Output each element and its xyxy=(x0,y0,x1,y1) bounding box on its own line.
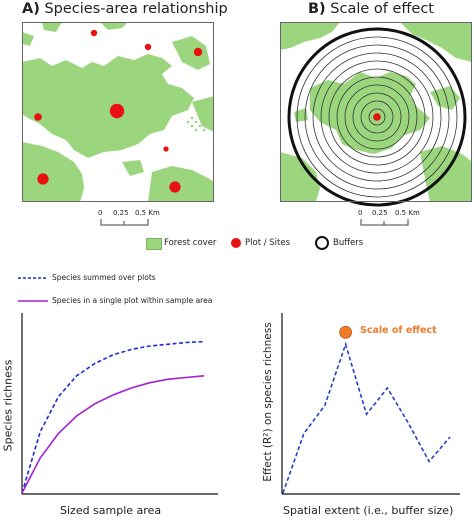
legend-summed-label: Species summed over plots xyxy=(52,273,156,282)
scale-tick-0: 0 xyxy=(98,209,103,217)
panel-a-heading: Species-area relationship xyxy=(44,1,228,17)
chart-d-ylabel: Effect (R²) on species richness xyxy=(262,322,274,482)
summed-curve xyxy=(21,340,205,494)
panel-b-letter: B) xyxy=(308,1,326,17)
plot-site xyxy=(193,47,203,57)
scale-tick-1: 0.25 xyxy=(113,209,129,217)
outer-buffer xyxy=(287,27,467,207)
panel-a-title: A) Species-area relationship xyxy=(22,1,228,17)
effect-curve xyxy=(282,341,451,494)
plot-site xyxy=(169,181,181,193)
plot-site xyxy=(144,43,152,51)
dotted-patches-a xyxy=(28,80,206,132)
single-plot-curve xyxy=(21,375,205,494)
buffer-swatch xyxy=(315,236,329,250)
map-b xyxy=(280,22,472,207)
panel-a-letter: A) xyxy=(22,1,40,17)
plot-site xyxy=(163,146,169,152)
panel-b-title: B) Scale of effect xyxy=(308,1,434,17)
legend-buffers-label: Buffers xyxy=(333,238,364,248)
scale-of-effect-point xyxy=(339,325,353,339)
chart-c-xlabel: Sized sample area xyxy=(60,504,162,517)
forest-swatch xyxy=(146,238,162,250)
plot-swatch xyxy=(231,238,241,248)
plot-site xyxy=(34,113,42,121)
chart-d-xlabel: Spatial extent (i.e., buffer size) xyxy=(283,504,454,517)
plot-site xyxy=(109,103,125,119)
legend-plots-label: Plot / Sites xyxy=(245,238,291,248)
plot-site xyxy=(37,173,49,185)
scale-tick-1: 0.25 xyxy=(372,209,388,217)
plot-site-b xyxy=(373,113,381,121)
forest-patches-a xyxy=(22,22,214,202)
buffers xyxy=(296,36,458,198)
scale-tick-2: 0.5 Km xyxy=(135,209,160,217)
scale-of-effect-annotation: Scale of effect xyxy=(360,325,437,336)
legend-forest-label: Forest cover xyxy=(164,238,217,248)
legend-single-label: Species in a single plot within sample a… xyxy=(52,296,213,305)
plot-site xyxy=(90,29,98,37)
map-a xyxy=(22,22,214,202)
scale-tick-0: 0 xyxy=(358,209,363,217)
plots-a xyxy=(34,29,203,193)
scale-tick-2: 0.5 Km xyxy=(395,209,420,217)
panel-b-heading: Scale of effect xyxy=(330,1,434,17)
